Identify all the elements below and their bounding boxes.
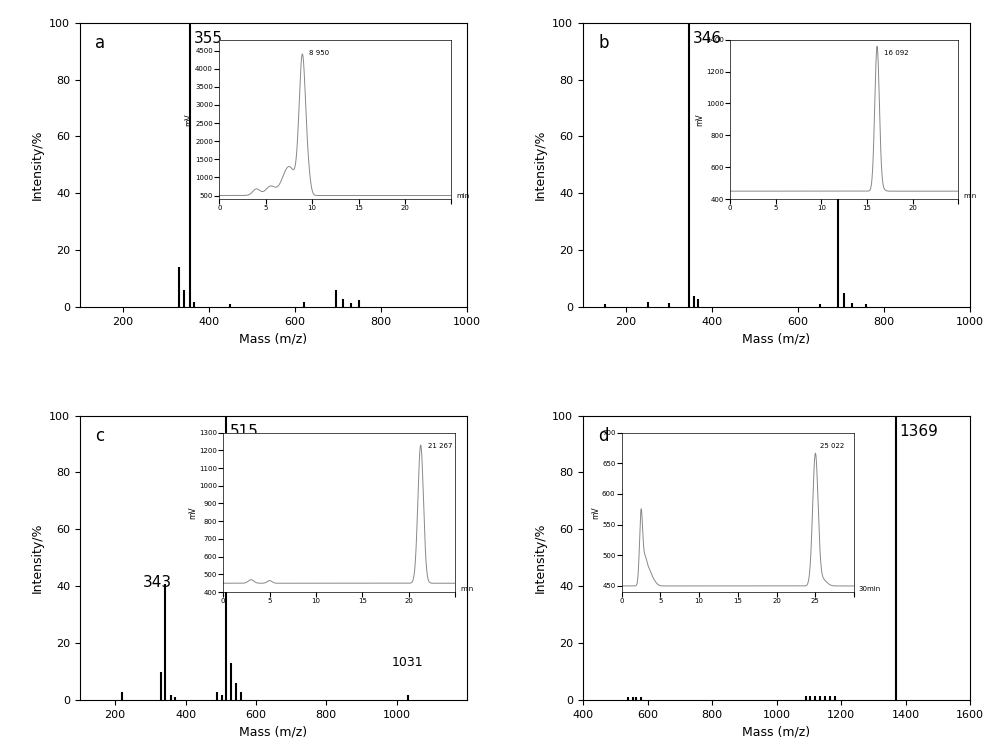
Text: c: c bbox=[95, 427, 105, 445]
X-axis label: Mass (m/z): Mass (m/z) bbox=[742, 726, 811, 739]
Y-axis label: Intensity/%: Intensity/% bbox=[31, 523, 44, 593]
X-axis label: Mass (m/z): Mass (m/z) bbox=[239, 726, 308, 739]
Text: b: b bbox=[599, 34, 609, 52]
Text: 355: 355 bbox=[194, 31, 223, 46]
Text: 343: 343 bbox=[143, 575, 172, 590]
Text: a: a bbox=[95, 34, 106, 52]
X-axis label: Mass (m/z): Mass (m/z) bbox=[742, 333, 811, 346]
Text: d: d bbox=[599, 427, 609, 445]
Text: 346: 346 bbox=[693, 31, 722, 46]
X-axis label: Mass (m/z): Mass (m/z) bbox=[239, 333, 308, 346]
Text: 1369: 1369 bbox=[899, 424, 938, 439]
Y-axis label: Intensity/%: Intensity/% bbox=[534, 523, 547, 593]
Text: 693: 693 bbox=[823, 182, 853, 197]
Y-axis label: Intensity/%: Intensity/% bbox=[31, 130, 44, 200]
Y-axis label: Intensity/%: Intensity/% bbox=[534, 130, 547, 200]
Text: 1031: 1031 bbox=[392, 656, 423, 669]
Text: 515: 515 bbox=[230, 424, 259, 439]
